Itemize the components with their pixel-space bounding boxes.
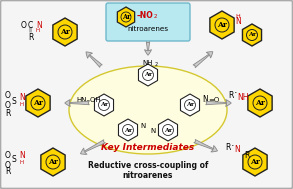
Text: H: H — [19, 101, 23, 106]
Text: Ar: Ar — [250, 158, 260, 166]
Text: O: O — [5, 160, 11, 170]
Text: HN–OH: HN–OH — [76, 97, 100, 103]
Polygon shape — [41, 148, 65, 176]
Text: Ar: Ar — [144, 73, 152, 77]
Text: R: R — [225, 143, 230, 153]
Text: Ar: Ar — [124, 128, 132, 132]
Text: R: R — [28, 33, 33, 43]
Text: 2: 2 — [155, 63, 158, 67]
Ellipse shape — [69, 66, 227, 154]
Text: N: N — [150, 128, 156, 134]
Text: =O: =O — [208, 97, 219, 103]
Text: N: N — [19, 152, 25, 160]
Text: Ar: Ar — [100, 102, 108, 108]
Text: Ar: Ar — [164, 128, 172, 132]
Text: NH: NH — [237, 92, 248, 101]
Polygon shape — [243, 148, 267, 176]
Text: nitroarenes: nitroarenes — [123, 170, 173, 180]
Text: Reductive cross-coupling of: Reductive cross-coupling of — [88, 160, 208, 170]
Text: Ar: Ar — [48, 158, 58, 166]
Text: Ar: Ar — [248, 33, 256, 37]
Text: Ar: Ar — [33, 99, 43, 107]
Polygon shape — [180, 94, 200, 116]
Text: H: H — [236, 15, 240, 19]
FancyBboxPatch shape — [106, 3, 190, 41]
Polygon shape — [243, 24, 262, 46]
Text: NH: NH — [143, 60, 153, 66]
Polygon shape — [118, 119, 137, 141]
Text: H: H — [19, 160, 23, 166]
Text: 2: 2 — [154, 15, 158, 19]
Text: nitroarenes: nitroarenes — [127, 26, 168, 32]
Polygon shape — [94, 94, 113, 116]
Text: ||: || — [28, 26, 32, 32]
Polygon shape — [139, 64, 158, 86]
Text: –NO: –NO — [137, 11, 154, 19]
Text: Ar: Ar — [255, 99, 265, 107]
Text: C: C — [28, 22, 33, 30]
Polygon shape — [26, 89, 50, 117]
Text: O: O — [5, 91, 11, 101]
Polygon shape — [53, 18, 77, 46]
Text: H: H — [36, 29, 40, 33]
Text: R: R — [244, 150, 249, 160]
Text: Ar: Ar — [122, 13, 130, 21]
Text: N: N — [202, 95, 208, 105]
Text: R: R — [228, 91, 234, 99]
Text: N: N — [36, 20, 42, 29]
Text: Ar: Ar — [217, 21, 227, 29]
Text: R: R — [5, 167, 10, 177]
Text: Key Intermediates: Key Intermediates — [101, 143, 195, 153]
Polygon shape — [117, 7, 135, 27]
Text: O: O — [5, 101, 11, 111]
Polygon shape — [210, 11, 234, 39]
Text: N: N — [234, 146, 240, 154]
Text: N: N — [235, 18, 241, 26]
Text: O: O — [21, 22, 27, 30]
Text: R: R — [5, 108, 10, 118]
Text: ·: · — [234, 88, 238, 98]
Text: S: S — [12, 156, 17, 164]
Text: N: N — [140, 123, 146, 129]
Text: S: S — [12, 97, 17, 105]
Text: Ar: Ar — [186, 102, 194, 108]
Text: N: N — [19, 92, 25, 101]
Text: Ar: Ar — [60, 28, 70, 36]
Text: O: O — [5, 150, 11, 160]
Polygon shape — [248, 89, 272, 117]
Polygon shape — [159, 119, 178, 141]
Text: ·: · — [231, 141, 235, 151]
